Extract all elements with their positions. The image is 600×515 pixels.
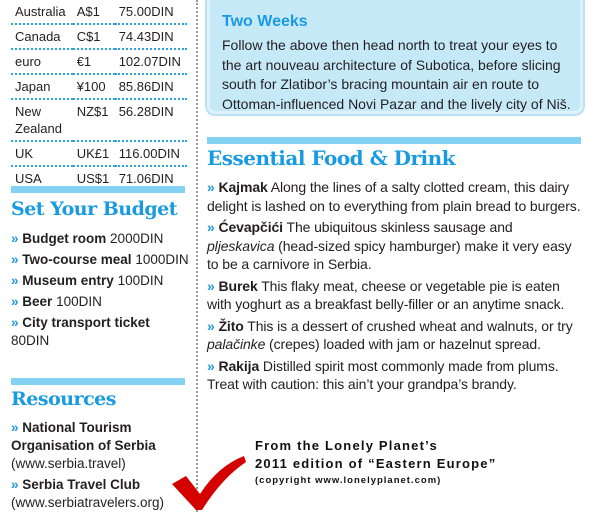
column-divider [196, 0, 198, 512]
rate-cell: 75.00DIN [114, 0, 187, 25]
food-list: » Kajmak Along the lines of a salty clot… [207, 178, 583, 397]
rate-cell: 74.43DIN [114, 24, 187, 50]
unit-cell: A$1 [72, 0, 115, 25]
table-row: Japan ¥100 85.86DIN [11, 74, 187, 100]
resource-link[interactable]: (www.serbia.travel) [11, 456, 126, 471]
budget-item-label: Two-course meal [22, 252, 132, 267]
resource-name: National Tourism Organisation of Serbia [11, 420, 156, 453]
two-weeks-title: Two Weeks [222, 13, 308, 30]
food-term: palačinke [207, 336, 266, 352]
table-row: USA US$1 71.06DIN [11, 166, 187, 190]
food-term: pljeskavica [207, 237, 275, 254]
food-item: » Ćevapčići The ubiquitous skinless saus… [207, 218, 583, 274]
food-desc: This flaky meat, cheese or vegetable pie… [207, 277, 565, 313]
budget-item-value: 100DIN [117, 273, 164, 288]
food-name: Žito [218, 317, 244, 334]
country-cell: Australia [11, 0, 73, 25]
food-name: Rakija [218, 357, 260, 374]
caption-copyright: (copyright www.lonelyplanet.com) [255, 475, 442, 486]
country-cell: Japan [11, 74, 73, 100]
unit-cell: NZ$1 [72, 99, 115, 142]
resource-item: » National Tourism Organisation of Serbi… [11, 419, 196, 473]
bullet-icon: » [11, 252, 19, 267]
budget-item-value: 80DIN [11, 333, 50, 348]
country-cell: New Zealand [11, 99, 73, 142]
resources-list: » National Tourism Organisation of Serbi… [11, 419, 196, 515]
budget-item: » Beer 100DIN [11, 293, 191, 311]
food-name: Ćevapčići [218, 219, 283, 235]
food-desc: (head-sized spicy hamburger) make it ver… [207, 237, 572, 273]
table-row: Australia A$1 75.00DIN [11, 0, 187, 25]
two-weeks-body: Follow the above then head north to trea… [222, 37, 571, 112]
rate-cell: 85.86DIN [114, 74, 187, 100]
budget-item-label: Museum entry [22, 273, 114, 288]
bullet-icon: » [207, 317, 215, 334]
budget-item-label: Beer [22, 294, 53, 309]
budget-item-value: 100DIN [56, 294, 102, 309]
budget-item: » City transport ticket 80DIN [11, 314, 191, 350]
section-bar [11, 378, 185, 385]
bullet-icon: » [11, 420, 19, 435]
budget-title: Set Your Budget [11, 198, 178, 220]
bullet-icon: » [11, 231, 19, 246]
budget-item-value: 1000DIN [135, 252, 189, 267]
resource-item: » Serbia Travel Club (www.serbiatravelers… [11, 476, 196, 512]
food-desc: This is a dessert of crushed wheat and w… [243, 317, 573, 334]
resources-title: Resources [11, 388, 116, 410]
rate-cell: 71.06DIN [118, 171, 174, 186]
section-bar [11, 186, 185, 193]
food-item: » Burek This flaky meat, cheese or veget… [207, 277, 583, 314]
food-desc: Along the lines of a salty clotted cream… [207, 179, 581, 214]
food-desc: (crepes) loaded with jam or hazelnut spr… [265, 336, 541, 352]
bullet-icon: » [11, 477, 19, 492]
budget-item: » Two-course meal 1000DIN [11, 251, 191, 269]
rate-cell: 116.00DIN [114, 141, 187, 167]
bullet-icon: » [11, 294, 19, 309]
caption-line1: From the Lonely Planet’s [255, 438, 438, 453]
food-item: » Žito This is a dessert of crushed whea… [207, 317, 583, 354]
unit-cell: US$1 [76, 171, 110, 186]
unit-cell: C$1 [72, 24, 115, 50]
unit-cell: €1 [72, 49, 115, 75]
food-desc: Distilled spirit most commonly made from… [207, 357, 559, 393]
bullet-icon: » [11, 273, 19, 288]
bullet-icon: » [207, 277, 215, 294]
country-cell: Canada [11, 24, 73, 50]
budget-list: » Budget room 2000DIN» Two-course meal 1… [11, 230, 191, 353]
bullet-icon: » [207, 219, 215, 235]
unit-cell: ¥100 [72, 74, 115, 100]
section-bar [207, 137, 581, 144]
table-row: euro €1 102.07DIN [11, 49, 187, 75]
bullet-icon: » [207, 179, 215, 195]
country-cell: UK [11, 141, 73, 167]
country-cell: euro [11, 49, 73, 75]
food-desc: The ubiquitous skinless sausage and [282, 219, 513, 235]
unit-cell: UK£1 [72, 141, 115, 167]
food-title: Essential Food & Drink [207, 146, 456, 170]
budget-item-label: Budget room [22, 231, 107, 246]
table-row: UK UK£1 116.00DIN [11, 141, 187, 167]
rate-cell: 102.07DIN [114, 49, 187, 75]
bullet-icon: » [11, 315, 19, 330]
food-name: Kajmak [218, 179, 268, 195]
table-row: New Zealand NZ$1 56.28DIN [11, 99, 187, 142]
budget-item-label: City transport ticket [22, 315, 150, 330]
rate-cell: 56.28DIN [114, 99, 187, 142]
resource-link[interactable]: (www.serbiatravelers.org) [11, 495, 165, 510]
exchange-rate-table: Australia A$1 75.00DIN Canada C$1 74.43DIN eur… [11, 0, 187, 190]
caption-line2: 2011 edition of “Eastern Europe” [255, 456, 497, 471]
food-name: Burek [218, 277, 258, 294]
checkmark-icon [172, 456, 246, 510]
table-row: Canada C$1 74.43DIN [11, 24, 187, 50]
bullet-icon: » [207, 357, 215, 374]
budget-item-value: 2000DIN [110, 231, 164, 246]
budget-item: » Museum entry 100DIN [11, 272, 191, 290]
two-weeks-box: Two Weeks Follow the above then head nor… [207, 0, 583, 114]
country-cell: USA [15, 171, 42, 186]
food-item: » Kajmak Along the lines of a salty clot… [207, 178, 583, 215]
budget-item: » Budget room 2000DIN [11, 230, 191, 248]
resource-name: Serbia Travel Club [22, 477, 141, 492]
food-item: » Rakija Distilled spirit most commonly … [207, 357, 583, 394]
